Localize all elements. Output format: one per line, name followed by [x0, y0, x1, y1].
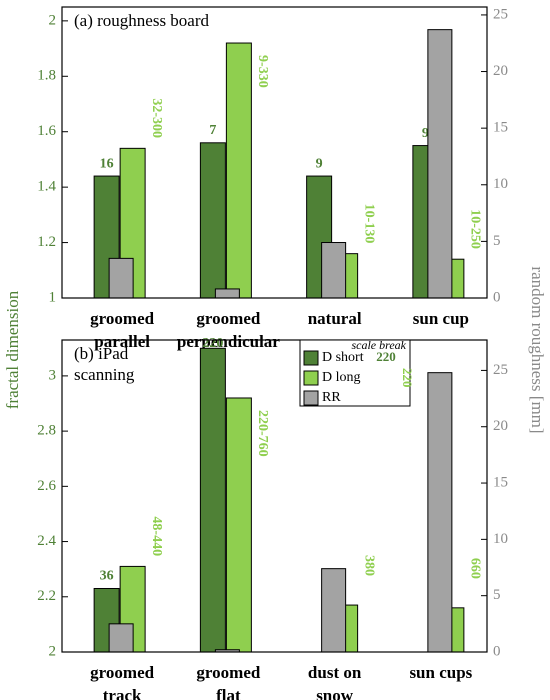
x-tick-label: parallel [94, 332, 150, 351]
y-tick-label: 2 [49, 12, 57, 28]
x-tick-label: sun cups [409, 663, 472, 682]
y2-tick-label: 25 [493, 362, 508, 378]
y-tick-label: 2.4 [37, 533, 56, 549]
bar [225, 42, 252, 299]
x-tick-label: natural [308, 309, 362, 328]
legend-label: RR [322, 390, 341, 405]
scale-label: 48-440 [149, 516, 164, 556]
x-tick-label: groomed [90, 663, 154, 682]
y2-tick-label: 15 [493, 120, 508, 136]
bar [225, 397, 252, 653]
y-tick-label: 2.6 [37, 478, 56, 494]
y-tick-label: 3 [49, 367, 57, 383]
y-tick-label: 1.6 [37, 123, 56, 139]
panel-label: scanning [74, 365, 135, 384]
y-tick-label: 1.8 [37, 68, 56, 84]
x-tick-label: dust on [308, 663, 362, 682]
bar [214, 288, 240, 299]
plot-frame [61, 6, 488, 299]
y2-axis-label: random roughness [mm] [528, 266, 547, 433]
scale-label: 9 [422, 126, 429, 141]
x-tick-label: perpendicular [177, 332, 280, 351]
legend-swatch [303, 390, 319, 406]
y2-tick-label: 5 [493, 587, 501, 603]
y2-tick-label: 20 [493, 63, 508, 79]
x-tick-label: groomed [196, 309, 260, 328]
x-tick-label: track [103, 686, 142, 700]
y2-tick-label: 5 [493, 233, 501, 249]
legend-swatch [303, 350, 319, 366]
x-tick-label: groomed [196, 663, 260, 682]
bar [199, 347, 226, 653]
legend-label: D short [322, 350, 364, 365]
break-label: 220 [400, 368, 415, 388]
bar [199, 142, 226, 299]
panel-label: (b) iPad [74, 344, 129, 363]
y-tick-label: 1.4 [37, 179, 56, 195]
break-label: 220 [376, 349, 396, 364]
legend-label: D long [322, 370, 361, 385]
scale-label: 32-300 [149, 98, 164, 138]
x-tick-label: snow [316, 686, 354, 700]
scale-label: 220-760 [255, 410, 270, 457]
y2-tick-label: 25 [493, 6, 508, 22]
legend-note: scale break [351, 338, 406, 352]
bar [108, 257, 134, 299]
y-axis-label: fractal dimension [3, 290, 22, 409]
y2-tick-label: 0 [493, 289, 501, 305]
y-tick-label: 2.2 [37, 588, 56, 604]
scale-label: 36 [100, 569, 114, 584]
y-tick-label: 2.8 [37, 423, 56, 439]
y2-tick-label: 10 [493, 531, 508, 547]
scale-label: 7 [209, 123, 216, 138]
bar [108, 623, 134, 653]
y-tick-label: 1 [49, 289, 57, 305]
scale-label: 9 [316, 156, 323, 171]
scale-label: 220 [202, 336, 223, 351]
scale-label: 10-250 [468, 209, 483, 249]
panel-label: (a) roughness board [74, 11, 210, 30]
scale-label: 10-130 [361, 204, 376, 244]
bar [427, 372, 453, 653]
y2-tick-label: 15 [493, 474, 508, 490]
legend-swatch [303, 370, 319, 386]
scale-label: 16 [100, 156, 114, 171]
x-tick-label: groomed [90, 309, 154, 328]
y2-tick-label: 0 [493, 643, 501, 659]
y-tick-label: 2 [49, 643, 57, 659]
scale-label: 380 [361, 555, 376, 576]
scale-label: 9-330 [255, 55, 270, 88]
y2-tick-label: 20 [493, 418, 508, 434]
bar [321, 568, 347, 653]
scale-label: 660 [468, 558, 483, 579]
bar [321, 242, 347, 299]
x-tick-label: sun cup [413, 309, 469, 328]
y-tick-label: 1.2 [37, 234, 56, 250]
x-tick-label: flat [216, 686, 241, 700]
plot-frame [61, 339, 488, 653]
y2-tick-label: 10 [493, 176, 508, 192]
bar [427, 29, 453, 299]
